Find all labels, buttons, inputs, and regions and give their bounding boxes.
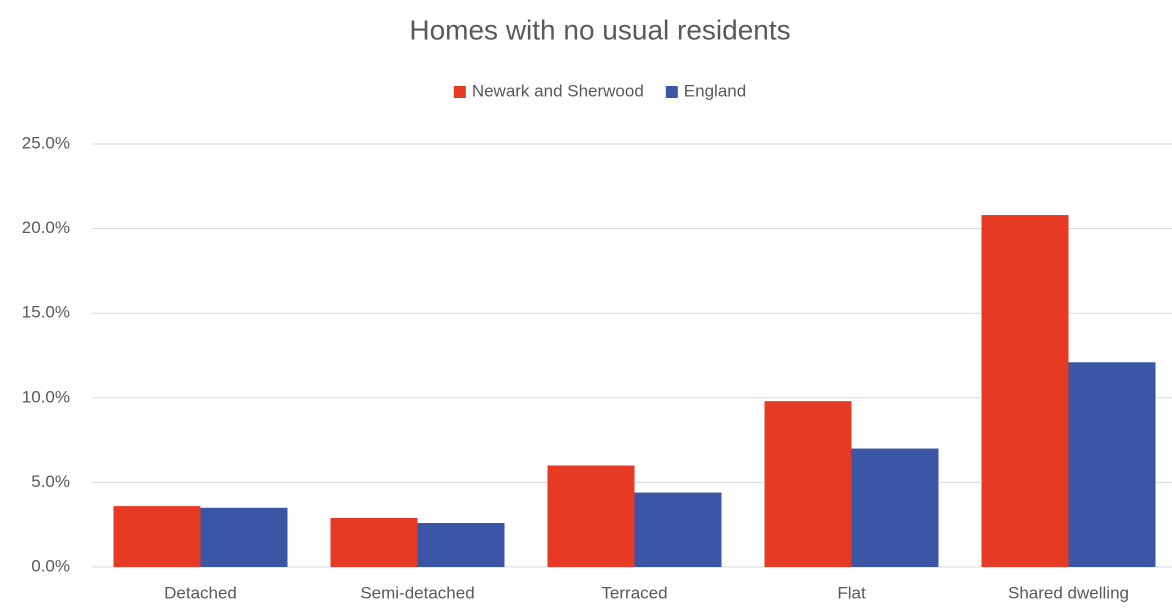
legend-label: England	[684, 81, 746, 100]
bar	[764, 401, 852, 567]
y-tick-label: 5.0%	[31, 472, 70, 491]
x-tick-label: Detached	[164, 583, 237, 602]
x-tick-label: Semi-detached	[360, 583, 474, 602]
y-tick-label: 25.0%	[22, 133, 70, 152]
legend: Newark and Sherwood England	[453, 81, 746, 100]
y-tick-label: 10.0%	[22, 387, 70, 406]
x-tick-label: Flat	[837, 583, 866, 602]
legend-label: Newark and Sherwood	[472, 81, 644, 100]
bar	[634, 492, 722, 567]
bar	[547, 465, 635, 567]
bar	[200, 507, 288, 567]
bar	[113, 506, 201, 567]
legend-swatch	[665, 86, 678, 98]
chart-title: Homes with no usual residents	[409, 14, 790, 45]
y-tick-label: 0.0%	[31, 556, 70, 575]
legend-swatch	[453, 86, 466, 98]
bar	[330, 517, 418, 567]
x-tick-label: Terraced	[601, 583, 667, 602]
x-tick-label: Shared dwelling	[1008, 583, 1129, 602]
y-tick-label: 20.0%	[22, 218, 70, 237]
bar	[851, 448, 939, 567]
y-tick-label: 15.0%	[22, 303, 70, 322]
bar	[1068, 362, 1156, 567]
bar	[981, 215, 1069, 567]
bar	[417, 523, 505, 567]
